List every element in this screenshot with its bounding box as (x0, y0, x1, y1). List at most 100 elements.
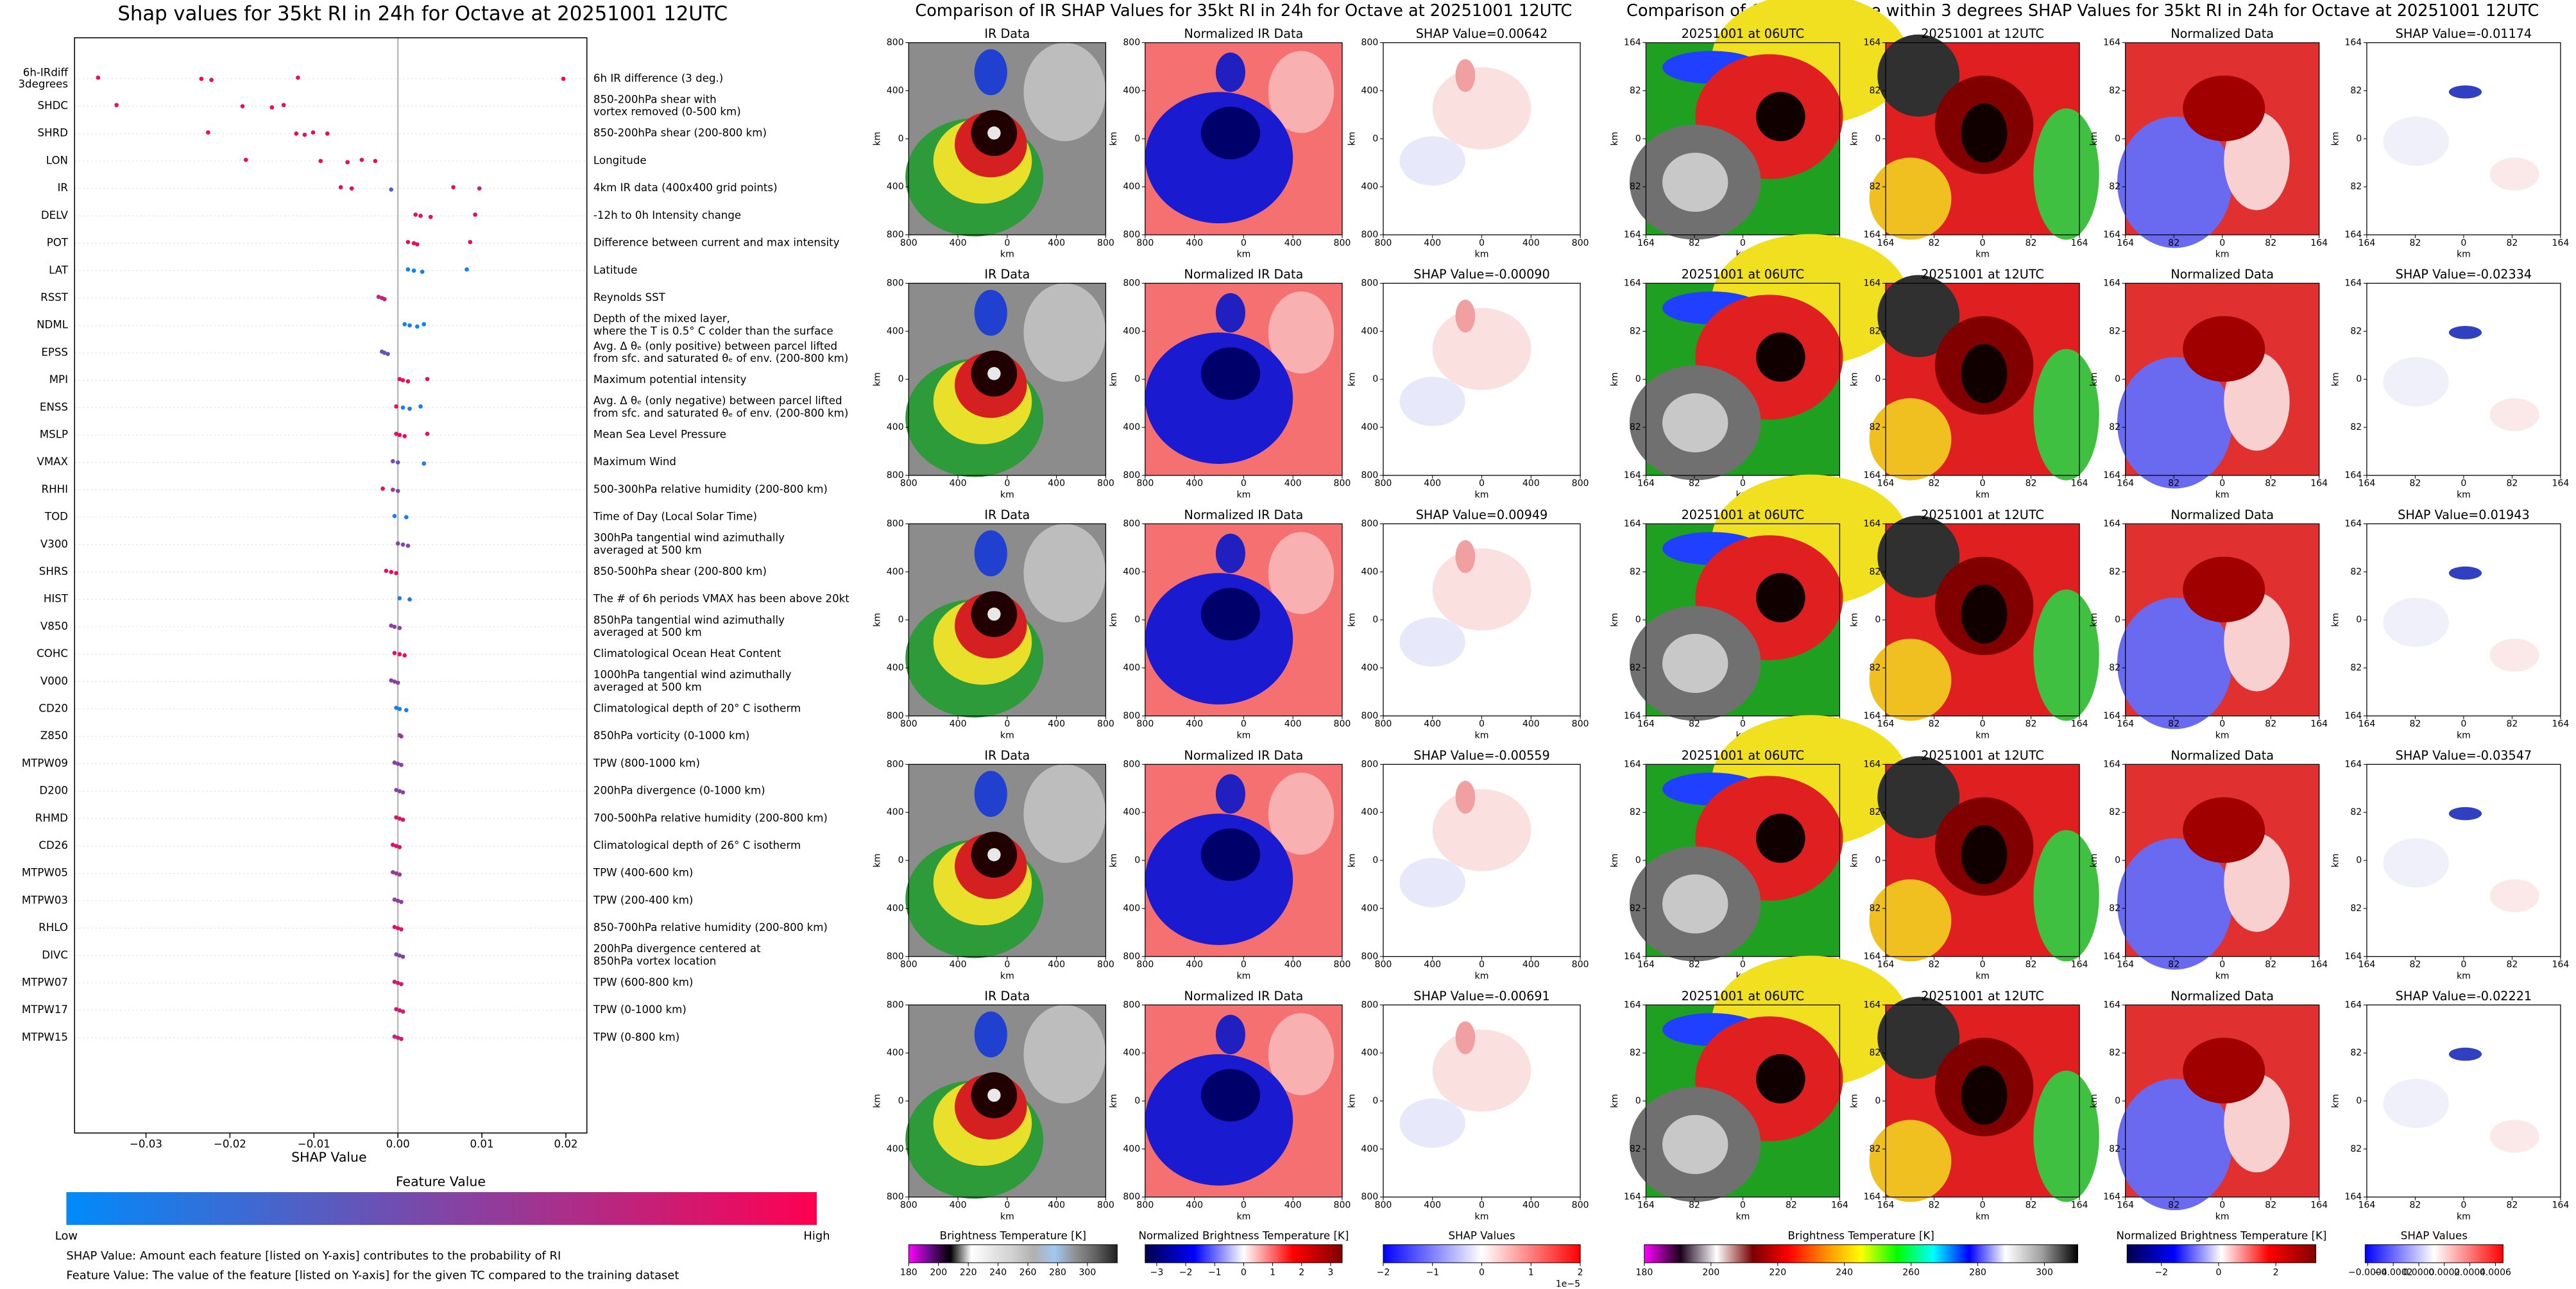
panel-y-label: km (1347, 613, 1357, 627)
image-panel (2117, 283, 2319, 489)
panel-x-tick-label: 0 (1740, 719, 1746, 730)
panel-y-tick-label: 82 (2350, 903, 2362, 914)
panel-x-label: km (1000, 731, 1014, 741)
panel-y-tick-label: 164 (1864, 759, 1881, 769)
feature-description: 500-300hPa relative humidity (200-800 km… (593, 483, 828, 495)
panel-y-tick-label: 82 (1869, 903, 1881, 914)
panel-x-tick-label: 800 (1375, 238, 1392, 248)
feature-label: V300 (40, 538, 68, 550)
shap-point (405, 239, 411, 244)
panel-y-label: km (2089, 853, 2099, 867)
panel-y-label: km (1849, 372, 1859, 386)
panel-x-label: km (1475, 1211, 1489, 1222)
shap-point (399, 927, 404, 932)
panel-y-tick-label: 400 (1361, 182, 1378, 192)
image-panel (1383, 524, 1581, 716)
shap-point (96, 75, 101, 80)
panel-y-label: km (1610, 613, 1620, 627)
panel-x-tick-label: 0 (2219, 719, 2225, 730)
colorbar-high: High (803, 1229, 830, 1243)
panel-y-tick-label: 0 (1372, 374, 1378, 384)
panel-x-tick-label: 82 (1689, 238, 1700, 248)
panel-y-tick-label: 82 (2350, 1144, 2362, 1154)
panel-y-tick-label: 164 (2103, 711, 2120, 721)
feature-description: Avg. Δ θₑ (only positive) between parcel… (593, 340, 837, 352)
panel-y-tick-label: 164 (2344, 1000, 2362, 1010)
panel-title: 20251001 at 06UTC (1682, 748, 1805, 763)
panel-x-tick-label: 400 (1186, 960, 1203, 970)
shap-point (397, 377, 402, 382)
shap-point (405, 267, 411, 272)
panel-title: SHAP Value=-0.02221 (2396, 989, 2532, 1003)
panel-x-tick-label: 0 (1241, 960, 1247, 970)
feature-label: MTPW17 (22, 1003, 68, 1016)
shap-point (318, 158, 323, 164)
panel-y-tick-label: 0 (2115, 1096, 2120, 1106)
panel-y-label: km (873, 1094, 883, 1108)
panel-y-tick-label: 82 (2109, 85, 2120, 96)
panel-x-tick-label: 82 (2168, 719, 2179, 730)
feature-label: HIST (44, 593, 69, 605)
panel-title: 20251001 at 12UTC (1921, 26, 2044, 41)
panel-x-tick-label: 400 (1523, 1200, 1540, 1210)
colorbar-tick-label: 0 (1479, 1267, 1485, 1277)
panel-y-tick-label: 0 (898, 374, 904, 384)
image-panel (1869, 756, 2099, 962)
shap-point (404, 708, 409, 713)
panel-y-tick-label: 82 (2109, 663, 2120, 673)
shap-point (269, 105, 275, 110)
panel-y-tick-label: 0 (1875, 615, 1881, 625)
shap-point (397, 626, 402, 631)
feature-colorbar (66, 1192, 817, 1225)
panel-y-tick-label: 400 (1123, 326, 1140, 336)
panel-title: 20251001 at 12UTC (1921, 989, 2044, 1003)
panel-y-tick-label: 400 (1123, 85, 1140, 96)
panel-y-label: km (873, 613, 883, 627)
panel-title: IR Data (984, 267, 1030, 282)
image-panel (1383, 42, 1581, 235)
panel-x-tick-label: 82 (1929, 479, 1940, 489)
panel-y-tick-label: 400 (1123, 903, 1140, 914)
colorbar-tick-label: −3 (1150, 1267, 1164, 1277)
panel-x-label: km (2215, 1211, 2230, 1222)
panel-y-tick-label: 0 (2115, 133, 2120, 144)
feature-label: DIVC (42, 949, 68, 961)
panel-y-tick-label: 800 (1361, 711, 1378, 721)
panel-y-tick-label: 0 (1372, 1096, 1378, 1106)
panel-x-tick-label: 164 (2552, 238, 2569, 248)
panel-x-tick-label: 400 (1523, 479, 1540, 489)
shap-point (394, 844, 398, 848)
shap-point (397, 953, 402, 958)
shap-point (389, 187, 394, 192)
panel-y-tick-label: 800 (1361, 1000, 1378, 1010)
shap-point (294, 131, 299, 136)
colorbar-tick-label: −1 (1426, 1267, 1439, 1277)
feature-label: MTPW15 (22, 1031, 68, 1043)
feature-label: NDML (37, 319, 69, 331)
panel-x-tick-label: 800 (1097, 238, 1114, 248)
panel-x-tick-label: 164 (2071, 960, 2088, 970)
x-tick-label: 0.02 (554, 1138, 577, 1150)
panel-x-tick-label: 800 (1136, 238, 1154, 248)
panel-title: SHAP Value=-0.00691 (1413, 989, 1549, 1003)
panel-x-label: km (1975, 971, 1990, 981)
panel-title: 20251001 at 06UTC (1682, 26, 1805, 41)
shap-point (311, 130, 316, 135)
panel-title: 20251001 at 06UTC (1682, 508, 1805, 522)
panel-x-tick-label: 0 (1479, 1200, 1485, 1210)
shap-point (397, 816, 402, 821)
panel-y-tick-label: 800 (887, 38, 904, 48)
shap-point (114, 103, 119, 108)
panel-y-tick-label: 0 (2115, 374, 2120, 384)
panel-x-tick-label: 164 (1831, 1200, 1848, 1210)
feature-label: 3degrees (18, 78, 68, 90)
colorbar-tick-label: 1 (1528, 1267, 1534, 1277)
feature-description: 850hPa vorticity (0-1000 km) (593, 730, 749, 742)
shap-point (477, 186, 482, 191)
feature-description: 850hPa tangential wind azimuthally (593, 614, 785, 626)
panel-x-tick-label: 82 (2168, 479, 2179, 489)
colorbar-tick-label: 0.0002 (2428, 1267, 2460, 1277)
colorbar-tick-label: −0.0002 (2374, 1267, 2413, 1277)
panel-x-tick-label: 164 (1877, 1200, 1895, 1210)
shap-point (399, 900, 404, 905)
